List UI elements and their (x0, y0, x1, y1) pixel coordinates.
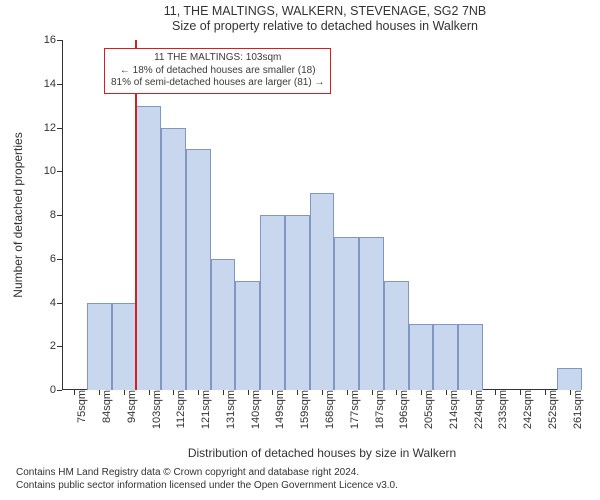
y-tick-label: 16 (44, 34, 62, 46)
footer-line2: Contains public sector information licen… (16, 480, 398, 493)
x-tick-label: 187sqm (372, 390, 386, 429)
x-tick-label: 196sqm (396, 390, 410, 429)
annotation-line: ← 18% of detached houses are smaller (18… (111, 65, 324, 78)
x-axis-label: Distribution of detached houses by size … (188, 446, 456, 460)
chart-plot-area: 024681012141675sqm84sqm94sqm103sqm112sqm… (62, 40, 582, 390)
histogram-bar (136, 106, 161, 390)
x-tick-label: 233sqm (495, 390, 509, 429)
histogram-bar (384, 281, 409, 390)
histogram-bar (310, 193, 335, 390)
histogram-bar (285, 215, 310, 390)
histogram-bar (161, 128, 186, 391)
y-tick-label: 12 (44, 122, 62, 134)
y-tick-label: 6 (50, 253, 62, 265)
histogram-bar (433, 324, 458, 390)
chart-title-line2: Size of property relative to detached ho… (60, 19, 590, 33)
histogram-bar (409, 324, 434, 390)
annotation-line: 81% of semi-detached houses are larger (… (111, 77, 324, 90)
histogram-bar (235, 281, 260, 390)
x-tick-label: 214sqm (446, 390, 460, 429)
x-tick-label: 131sqm (223, 390, 237, 429)
x-tick-label: 112sqm (173, 390, 187, 428)
histogram-bar (458, 324, 483, 390)
x-tick-label: 121sqm (198, 390, 212, 429)
x-tick-label: 252sqm (545, 390, 559, 429)
y-tick-label: 0 (50, 384, 62, 396)
chart-titles: 11, THE MALTINGS, WALKERN, STEVENAGE, SG… (60, 4, 590, 33)
x-tick-label: 168sqm (322, 390, 336, 429)
y-tick-label: 4 (50, 297, 62, 309)
x-tick-label: 159sqm (297, 390, 311, 429)
x-tick-label: 242sqm (520, 390, 534, 429)
x-tick-label: 205sqm (421, 390, 435, 429)
x-tick-label: 224sqm (471, 390, 485, 429)
x-tick-label: 75sqm (74, 390, 88, 423)
y-axis-label: Number of detached properties (11, 132, 25, 297)
x-tick-label: 84sqm (99, 390, 113, 423)
y-tick-label: 10 (44, 165, 62, 177)
annotation-line: 11 THE MALTINGS: 103sqm (111, 52, 324, 65)
y-tick-label: 8 (50, 209, 62, 221)
histogram-bar (260, 215, 285, 390)
annotation-box: 11 THE MALTINGS: 103sqm← 18% of detached… (104, 48, 331, 94)
x-tick-label: 103sqm (149, 390, 163, 429)
x-tick-label: 140sqm (248, 390, 262, 429)
y-axis-line (62, 40, 63, 390)
histogram-bar (186, 149, 211, 390)
x-tick-label: 149sqm (272, 390, 286, 429)
histogram-bar (112, 303, 137, 391)
page: { "titles": { "line1": "11, THE MALTINGS… (0, 0, 600, 500)
y-tick-label: 2 (50, 340, 62, 352)
histogram-bar (87, 303, 112, 391)
footer-line1: Contains HM Land Registry data © Crown c… (16, 467, 398, 480)
histogram-bar (359, 237, 384, 390)
histogram-bar (334, 237, 359, 390)
chart-title-line1: 11, THE MALTINGS, WALKERN, STEVENAGE, SG… (60, 4, 590, 18)
x-tick-label: 94sqm (124, 390, 138, 423)
histogram-bar (211, 259, 236, 390)
x-tick-label: 261sqm (570, 390, 584, 429)
x-tick-label: 177sqm (347, 390, 361, 429)
attribution-footer: Contains HM Land Registry data © Crown c… (16, 467, 398, 492)
y-tick-label: 14 (44, 78, 62, 90)
histogram-bar (557, 368, 582, 390)
